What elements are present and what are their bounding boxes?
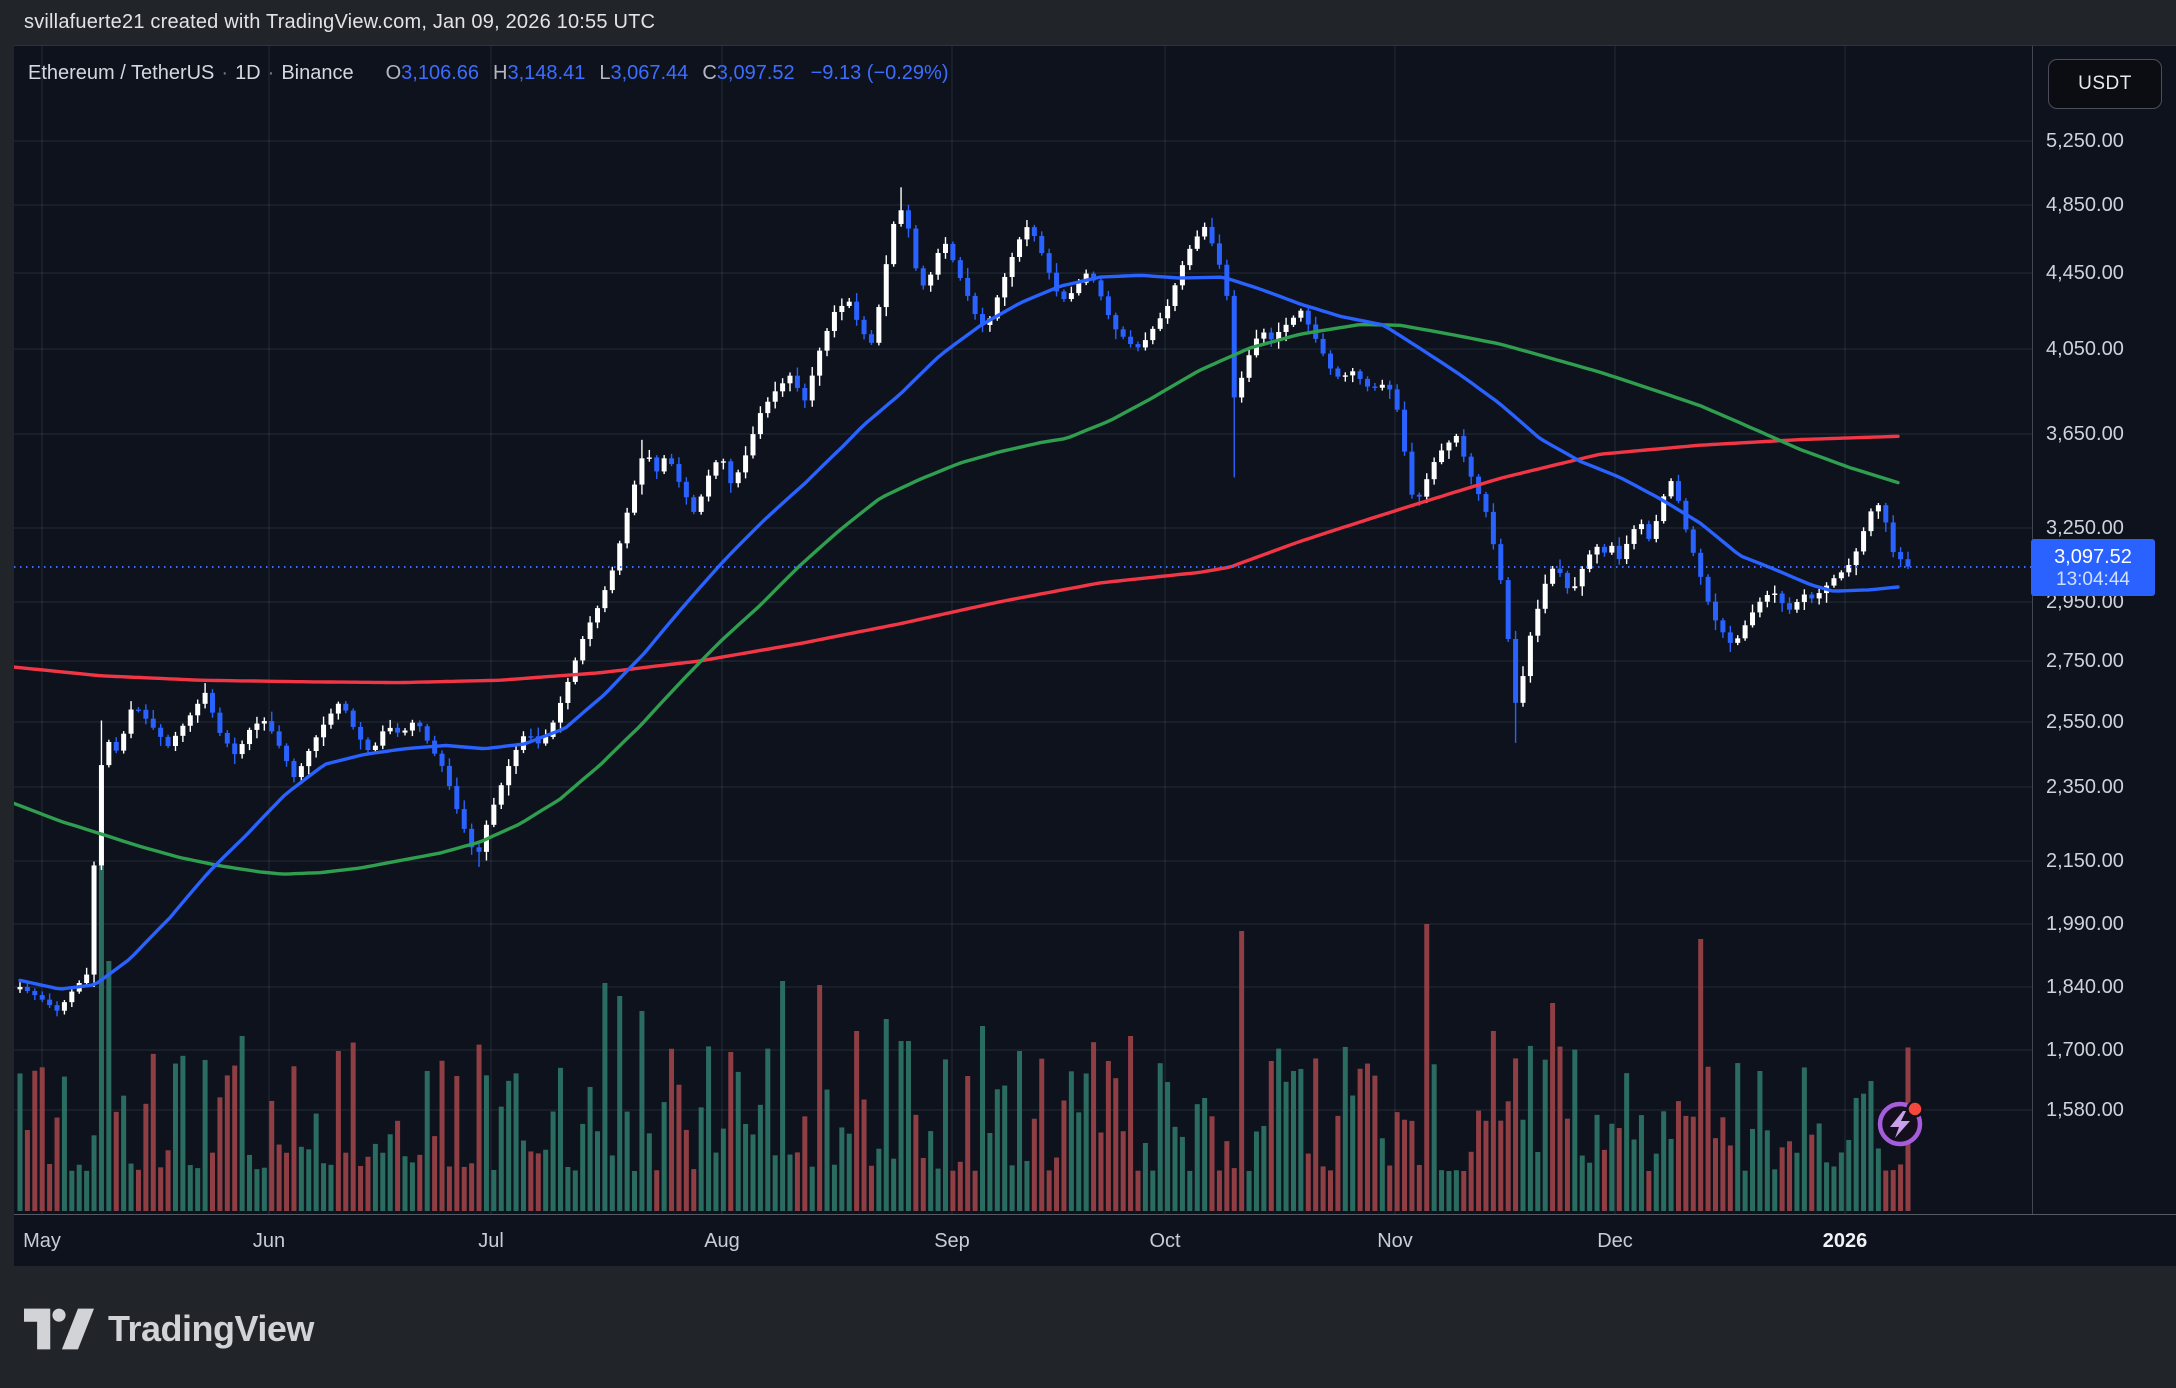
price-tick-label: 4,050.00 [2046, 338, 2124, 360]
price-tick-label: 1,990.00 [2046, 913, 2124, 935]
chart-frame: Ethereum / TetherUS · 1D · Binance O3,106.66 H… [14, 45, 2176, 1269]
price-tick-label: 2,550.00 [2046, 711, 2124, 733]
time-tick-label: Oct [1149, 1230, 1181, 1252]
time-tick-label: Nov [1377, 1230, 1413, 1252]
high-key: H [493, 62, 508, 84]
time-tick-label: Jun [252, 1230, 286, 1252]
time-tick-label: Aug [704, 1230, 740, 1252]
open-value: 3,106.66 [401, 62, 480, 84]
high-value: 3,148.41 [507, 62, 586, 84]
time-tick-label: 2026 [1822, 1230, 1868, 1252]
interval-label: 1D [235, 62, 261, 84]
legend-separator: · [267, 62, 275, 84]
close-value: 3,097.52 [716, 62, 795, 84]
legend-separator: · [221, 62, 229, 84]
price-tick-label: 2,350.00 [2046, 776, 2124, 798]
time-tick-label: May [23, 1230, 61, 1252]
time-tick-label: Dec [1597, 1230, 1633, 1252]
symbol-name: Ethereum / TetherUS [28, 62, 215, 84]
price-tick-label: 2,750.00 [2046, 650, 2124, 672]
price-tick-label: 5,250.00 [2046, 130, 2124, 152]
symbol-legend: Ethereum / TetherUS · 1D · Binance O3,106.66 H… [28, 62, 949, 85]
tradingview-mark-icon [24, 1308, 94, 1350]
low-key: L [599, 62, 611, 84]
price-tick-label: 1,840.00 [2046, 976, 2124, 998]
exchange-label: Binance [281, 62, 354, 84]
price-volume-canvas[interactable] [14, 46, 2032, 1214]
time-tick-label: Jul [478, 1230, 504, 1252]
top-attribution-bar: svillafuerte21 created with TradingView.… [0, 0, 2176, 45]
current-price-value: 3,097.52 [2054, 545, 2132, 568]
change-value: −9.13 (−0.29%) [810, 62, 949, 84]
lightning-bolt-icon [1890, 1111, 1910, 1138]
current-price-badge: 3,097.52 13:04:44 [2031, 539, 2155, 596]
bar-countdown: 13:04:44 [2056, 568, 2130, 590]
price-tick-label: 2,950.00 [2046, 591, 2124, 613]
currency-toggle-button[interactable]: USDT [2048, 59, 2162, 109]
alert-red-dot [1906, 1100, 1924, 1118]
chart-pane[interactable] [14, 46, 2032, 1214]
low-value: 3,067.44 [610, 62, 689, 84]
price-tick-label: 4,850.00 [2046, 194, 2124, 216]
attribution-text: svillafuerte21 created with TradingView.… [24, 11, 656, 33]
close-key: C [702, 62, 717, 84]
time-tick-label: Sep [934, 1230, 970, 1252]
price-axis[interactable]: 1,580.00 1,700.00 1,840.00 1,990.00 2,150.00… [2031, 46, 2176, 1214]
price-tick-label: 3,250.00 [2046, 517, 2124, 539]
time-axis[interactable]: May Jun Jul Aug Sep Oct Nov Dec 2026 [14, 1214, 2176, 1269]
ohlc-values: O3,106.66 H3,148.41 L3,067.44 C3,097.52 [372, 62, 795, 84]
price-tick-label: 1,700.00 [2046, 1039, 2124, 1061]
price-tick-label: 1,580.00 [2046, 1099, 2124, 1121]
alert-lightning-button[interactable] [1876, 1097, 1928, 1149]
price-tick-label: 4,450.00 [2046, 262, 2124, 284]
tradingview-wordmark: TradingView [108, 1308, 314, 1349]
price-tick-label: 2,150.00 [2046, 850, 2124, 872]
open-key: O [385, 62, 402, 84]
tradingview-logo[interactable]: TradingView [24, 1308, 314, 1350]
price-tick-label: 3,650.00 [2046, 423, 2124, 445]
bottom-brand-bar: TradingView [0, 1266, 2176, 1388]
